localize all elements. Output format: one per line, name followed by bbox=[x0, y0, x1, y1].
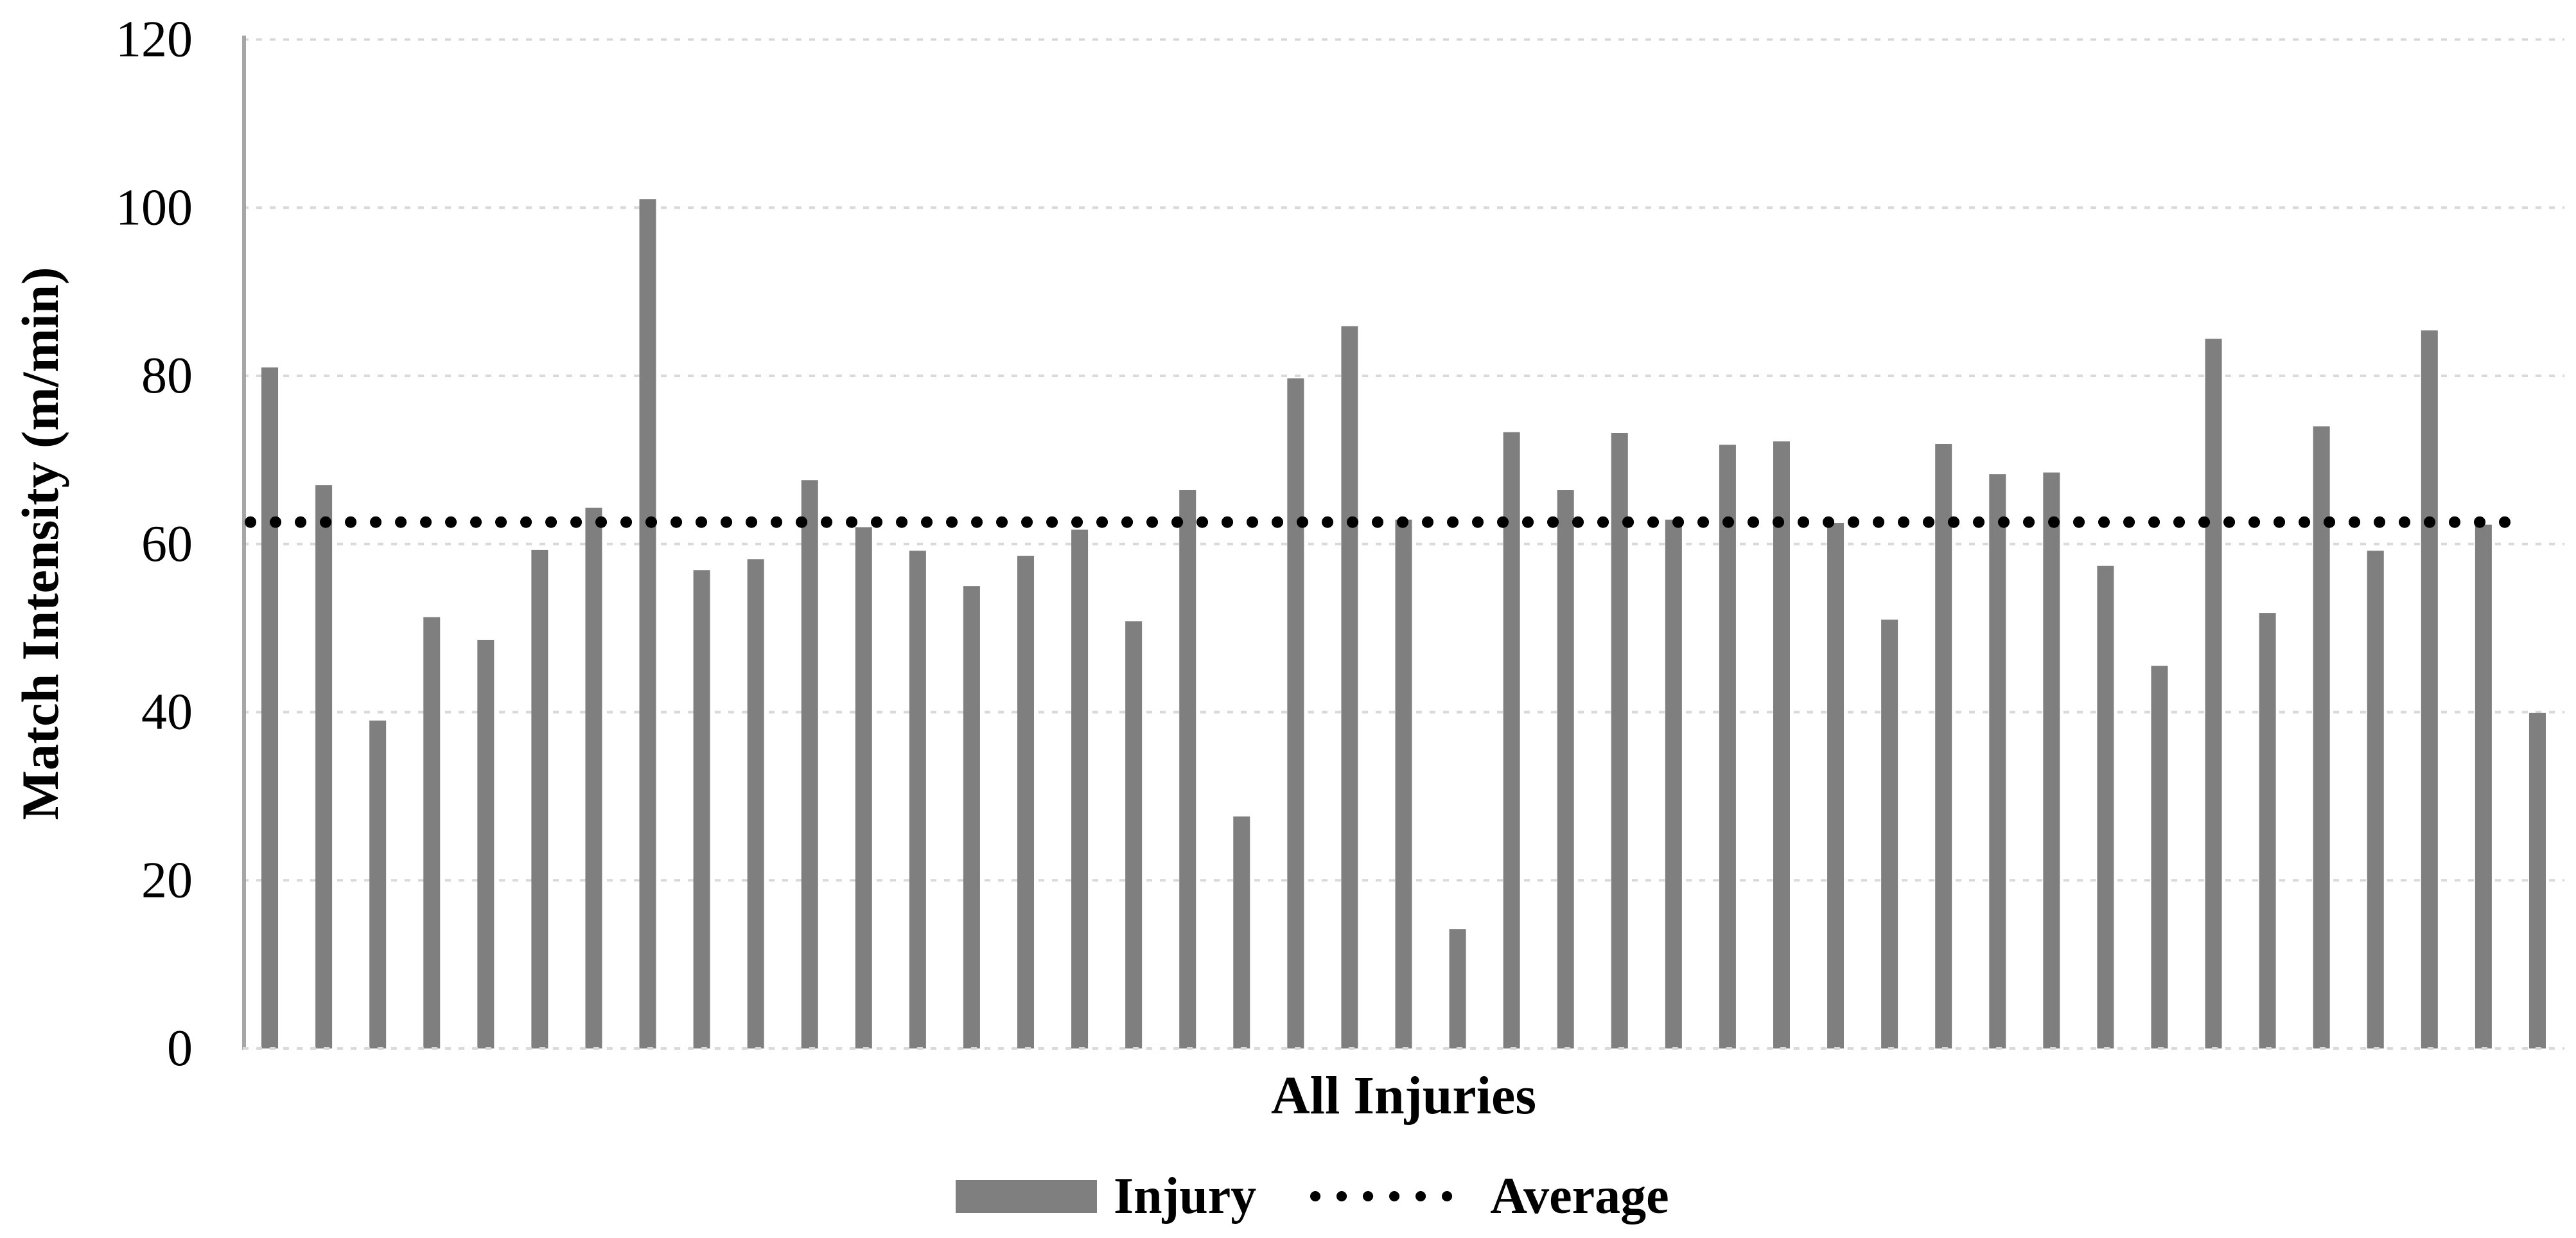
injury-bar bbox=[1179, 490, 1196, 1048]
injury-bar bbox=[1233, 816, 1250, 1048]
injury-bar bbox=[2205, 339, 2222, 1048]
injury-bar bbox=[855, 527, 872, 1048]
y-tick-label: 100 bbox=[116, 179, 193, 236]
injury-bar bbox=[1611, 432, 1628, 1048]
injury-bar bbox=[1017, 556, 1035, 1048]
injury-bar bbox=[1881, 619, 1898, 1048]
injury-bar bbox=[1287, 378, 1304, 1048]
plot-area: 0 20 40 60 80 100 120 bbox=[116, 12, 2564, 1077]
injury-bar bbox=[2259, 613, 2276, 1048]
injury-bar bbox=[1557, 490, 1574, 1048]
injury-bar bbox=[369, 720, 387, 1048]
injury-bar bbox=[747, 559, 764, 1048]
injury-bar bbox=[801, 480, 818, 1048]
y-tick-label: 20 bbox=[141, 852, 193, 908]
injury-bar bbox=[1125, 621, 1143, 1048]
y-tick-label: 40 bbox=[141, 684, 193, 741]
injury-bar bbox=[1503, 432, 1520, 1048]
legend-injury-swatch bbox=[956, 1180, 1097, 1213]
injury-bar bbox=[1989, 474, 2006, 1048]
y-tick-label: 0 bbox=[167, 1020, 193, 1077]
injury-bar bbox=[909, 551, 926, 1048]
injury-bar bbox=[585, 508, 602, 1048]
y-tick-label: 80 bbox=[141, 348, 193, 404]
injury-bar bbox=[2475, 524, 2492, 1048]
legend-injury-label: Injury bbox=[1114, 1168, 1257, 1225]
injury-bar bbox=[2151, 666, 2168, 1048]
legend: Injury Average bbox=[956, 1167, 1669, 1226]
injury-bar bbox=[2097, 565, 2114, 1048]
injury-bar bbox=[315, 485, 333, 1048]
injury-bar bbox=[1719, 445, 1736, 1048]
injury-bar bbox=[261, 367, 279, 1048]
injury-bar bbox=[1773, 441, 1790, 1048]
injury-bar bbox=[639, 199, 656, 1049]
injury-bar bbox=[2043, 472, 2060, 1048]
y-axis-title: Match Intensity (m/min) bbox=[11, 267, 69, 820]
injury-bar bbox=[1827, 523, 1844, 1048]
injury-bar bbox=[2421, 330, 2438, 1048]
injury-bar bbox=[1665, 519, 1682, 1048]
legend-average-dots-icon bbox=[1310, 1191, 1464, 1201]
injury-bar bbox=[963, 586, 980, 1048]
y-tick-label: 60 bbox=[141, 516, 193, 572]
injury-bar bbox=[477, 639, 495, 1048]
injury-bar bbox=[1449, 929, 1466, 1048]
injury-bar bbox=[2528, 712, 2546, 1048]
injury-bar bbox=[1341, 326, 1358, 1049]
x-axis-label: All Injuries bbox=[1270, 1066, 1537, 1126]
injury-bar bbox=[2313, 426, 2330, 1048]
injury-bar bbox=[1071, 529, 1089, 1048]
injury-bar bbox=[2367, 551, 2384, 1048]
injury-bar bbox=[693, 570, 710, 1048]
y-tick-label: 120 bbox=[116, 12, 193, 68]
legend-average-label: Average bbox=[1490, 1168, 1669, 1225]
injury-bar bbox=[423, 617, 441, 1048]
injury-bar bbox=[1935, 444, 1952, 1048]
injury-bar bbox=[1395, 519, 1412, 1048]
injury-bar bbox=[531, 549, 548, 1048]
